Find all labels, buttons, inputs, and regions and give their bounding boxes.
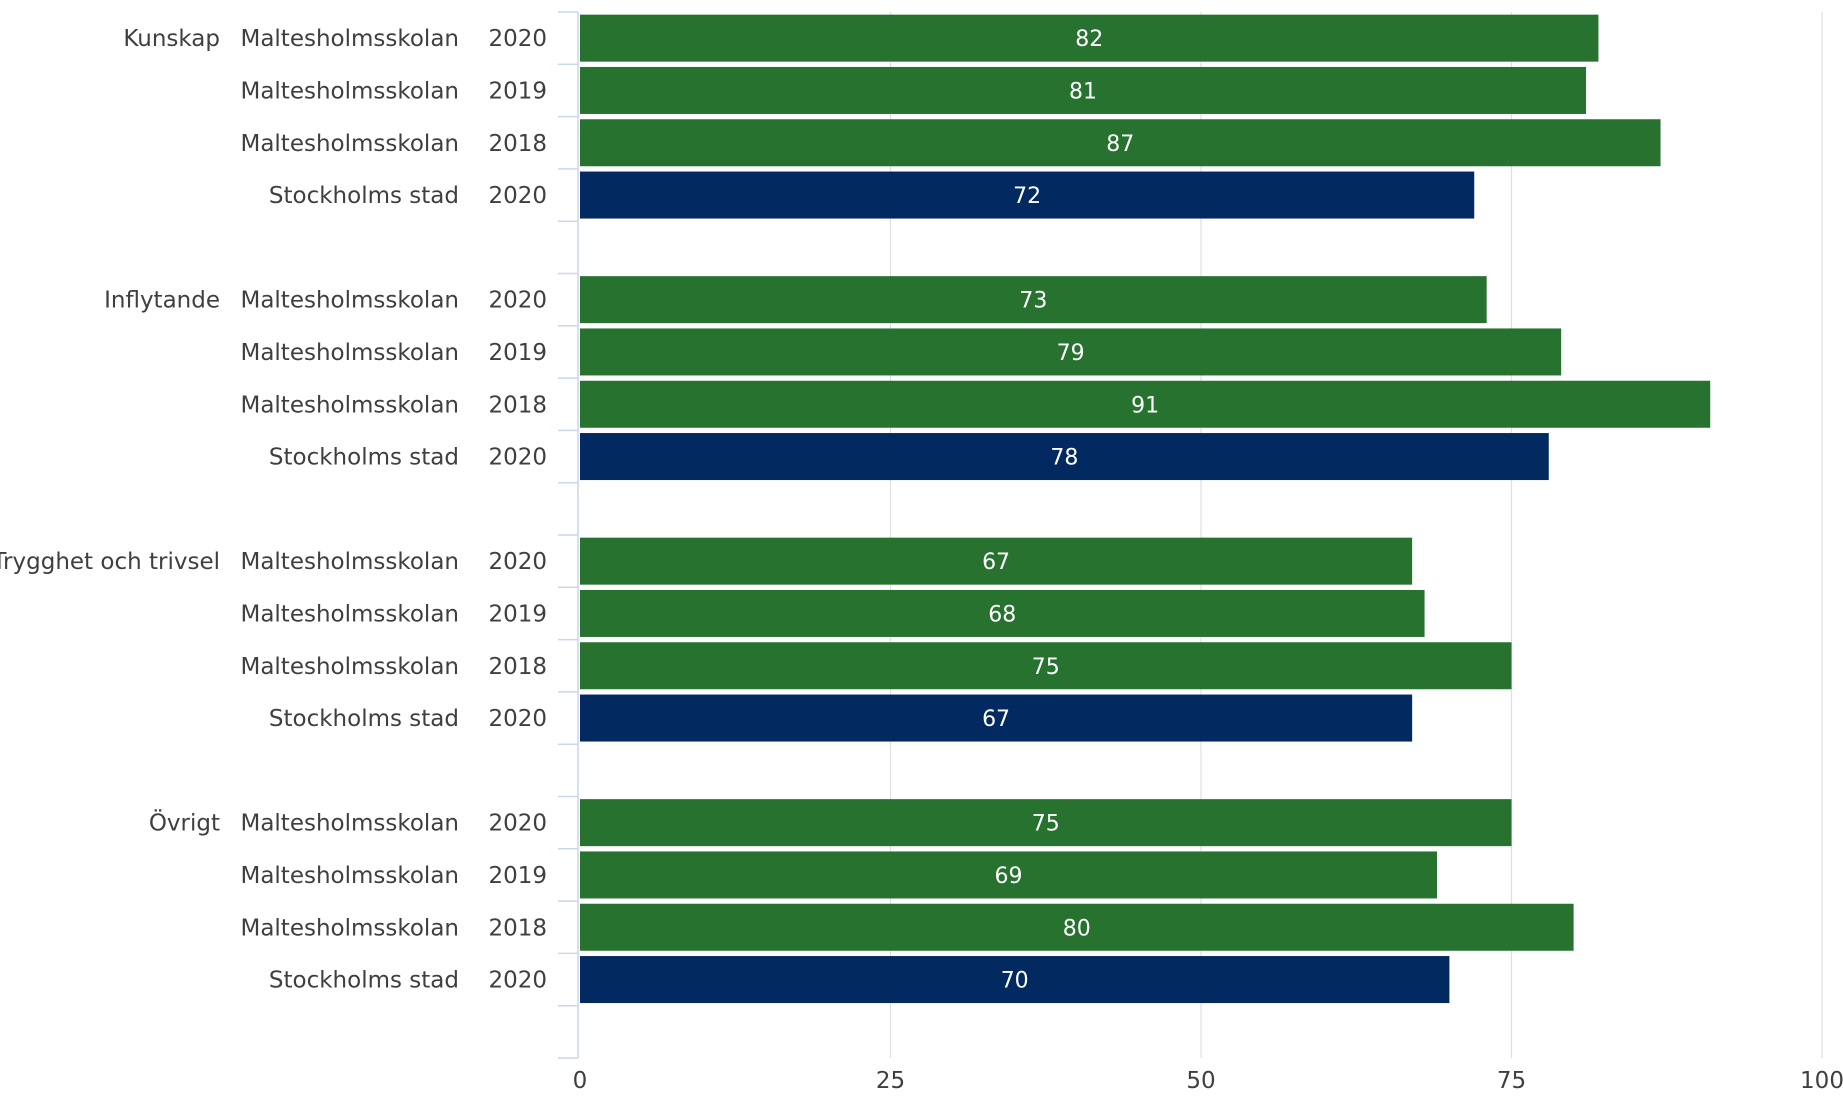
category-labels: 2020 Maltesholmsskolan Kunskap 2019 Maltesho…	[0, 26, 547, 993]
row-year-label: 2020	[488, 968, 547, 994]
row-name-label: Maltesholmsskolan	[240, 811, 459, 837]
data-label: 67	[982, 550, 1010, 575]
row-year-label: 2018	[488, 131, 547, 157]
row-year-label: 2018	[488, 915, 547, 941]
row-name-label: Maltesholmsskolan	[240, 549, 459, 575]
group-label: Kunskap	[123, 26, 220, 52]
data-label: 72	[1013, 184, 1041, 209]
row-name-label: Maltesholmsskolan	[240, 863, 459, 889]
group-label: Trygghet och trivsel	[0, 549, 220, 575]
data-label: 91	[1131, 393, 1159, 418]
row-year-label: 2018	[488, 392, 547, 418]
x-tick-label: 75	[1497, 1068, 1526, 1094]
row-name-label: Stockholms stad	[269, 706, 459, 732]
group-label: Inflytande	[104, 288, 220, 314]
row-name-label: Maltesholmsskolan	[240, 288, 459, 314]
data-label: 75	[1032, 655, 1060, 680]
data-label: 69	[994, 864, 1022, 889]
row-year-label: 2020	[488, 811, 547, 837]
group-label: Övrigt	[149, 809, 220, 837]
bars: 82 81 87 72 73 79 91 78 67 68 75 67 75 69 80 70	[580, 15, 1710, 1003]
data-label: 78	[1050, 446, 1078, 471]
data-label: 80	[1063, 916, 1091, 941]
row-year-label: 2019	[488, 78, 547, 104]
data-label: 79	[1057, 341, 1085, 366]
row-name-label: Maltesholmsskolan	[240, 392, 459, 418]
row-name-label: Maltesholmsskolan	[240, 78, 459, 104]
row-name-label: Maltesholmsskolan	[240, 601, 459, 627]
row-year-label: 2019	[488, 601, 547, 627]
row-name-label: Stockholms stad	[269, 968, 459, 994]
row-year-label: 2020	[488, 445, 547, 471]
row-year-label: 2020	[488, 706, 547, 732]
data-label: 73	[1019, 289, 1047, 314]
row-name-label: Maltesholmsskolan	[240, 340, 459, 366]
row-name-label: Maltesholmsskolan	[240, 915, 459, 941]
row-year-label: 2019	[488, 863, 547, 889]
row-year-label: 2019	[488, 340, 547, 366]
x-tick-label: 0	[573, 1068, 588, 1094]
x-tick-label: 100	[1800, 1068, 1843, 1094]
row-name-label: Stockholms stad	[269, 183, 459, 209]
row-year-label: 2020	[488, 26, 547, 52]
row-name-label: Stockholms stad	[269, 445, 459, 471]
row-year-label: 2020	[488, 288, 547, 314]
data-label: 70	[1001, 969, 1029, 994]
row-year-label: 2020	[488, 549, 547, 575]
row-year-label: 2018	[488, 654, 547, 680]
data-label: 67	[982, 707, 1010, 732]
data-label: 82	[1075, 27, 1103, 52]
x-tick-label: 50	[1186, 1068, 1215, 1094]
row-year-label: 2020	[488, 183, 547, 209]
x-axis-ticks: 0 25 50 75 100	[573, 1068, 1843, 1094]
data-label: 75	[1032, 812, 1060, 837]
category-axis	[558, 12, 578, 1058]
gridlines	[891, 12, 1823, 1058]
row-name-label: Maltesholmsskolan	[240, 26, 459, 52]
data-label: 87	[1106, 132, 1134, 157]
row-name-label: Maltesholmsskolan	[240, 131, 459, 157]
row-name-label: Maltesholmsskolan	[240, 654, 459, 680]
data-label: 81	[1069, 79, 1097, 104]
x-tick-label: 25	[876, 1068, 905, 1094]
data-label: 68	[988, 602, 1016, 627]
